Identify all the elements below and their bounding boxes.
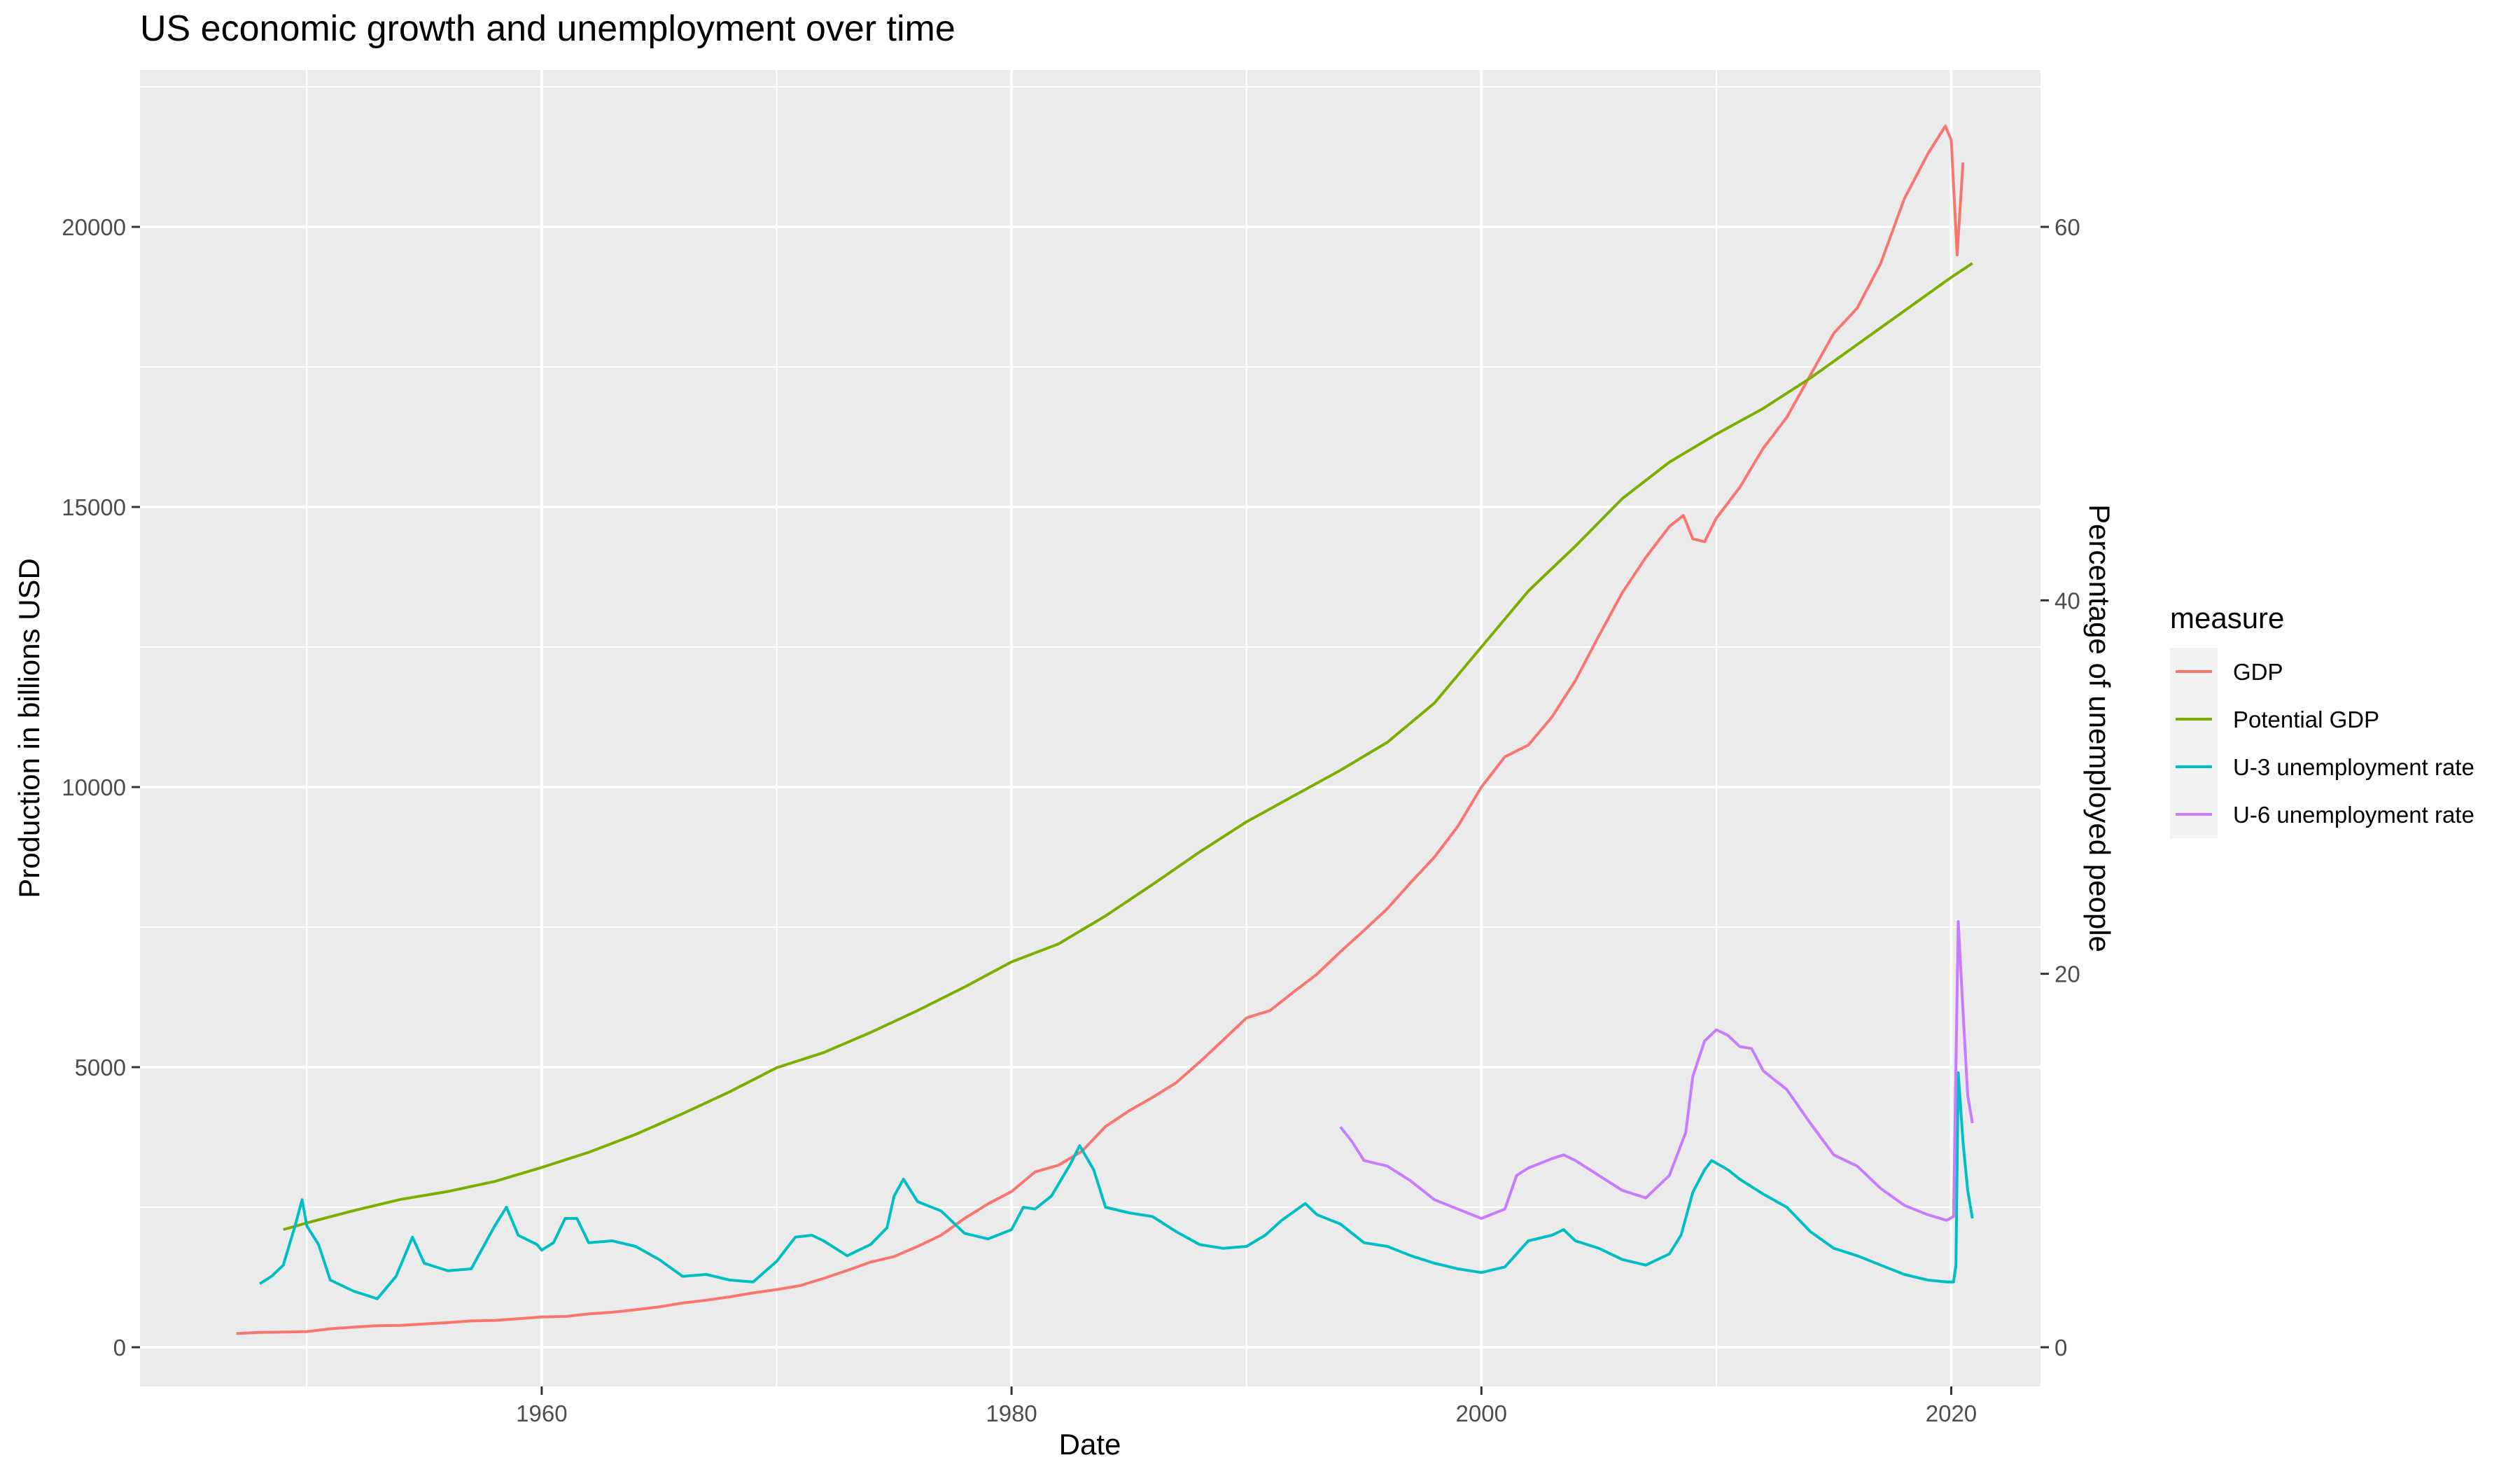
y2-tick-label: 20 [2054, 961, 2080, 987]
legend-label-u-6-unemployment-rate: U-6 unemployment rate [2233, 802, 2474, 828]
y2-axis-title: Percentage of unemployed people [2083, 504, 2116, 952]
legend-title: measure [2170, 602, 2284, 634]
legend: measure GDP Potential GDP U-3 unemployment… [2170, 602, 2474, 838]
y-axis-left: 0 5000 10000 15000 20000 [62, 214, 140, 1361]
y-tick-label: 15000 [62, 494, 126, 520]
chart-title: US economic growth and unemployment over… [140, 8, 955, 49]
y-tick-label: 0 [113, 1335, 126, 1361]
y-tick-label: 10000 [62, 774, 126, 800]
legend-label-potential-gdp: Potential GDP [2233, 707, 2379, 732]
series-layer [236, 125, 1974, 1335]
y2-tick-label: 0 [2054, 1335, 2067, 1361]
x-tick-label: 1980 [986, 1400, 1037, 1426]
y-axis-right: 0 20 40 60 [2040, 214, 2080, 1361]
series-line-potential-gdp [283, 262, 1973, 1231]
y-tick-label: 20000 [62, 214, 126, 240]
legend-items: GDP Potential GDP U-3 unemployment rate U-6… [2170, 648, 2474, 838]
y-axis-title: Production in billions USD [13, 558, 46, 898]
series-line-gdp [236, 125, 1965, 1335]
x-axis: 1960 1980 2000 2020 [516, 1386, 1977, 1426]
x-axis-title: Date [1059, 1428, 1121, 1461]
y2-tick-label: 60 [2054, 214, 2080, 240]
x-tick-label: 1960 [516, 1400, 567, 1426]
series-line-u-6-unemployment-rate [1339, 920, 1974, 1222]
legend-label-gdp: GDP [2233, 659, 2283, 685]
x-tick-label: 2020 [1926, 1400, 1977, 1426]
series-line-u-3-unemployment-rate [259, 1071, 1974, 1300]
y-tick-label: 5000 [75, 1055, 126, 1080]
x-tick-label: 2000 [1456, 1400, 1507, 1426]
y2-tick-label: 40 [2054, 587, 2080, 613]
legend-label-u-3-unemployment-rate: U-3 unemployment rate [2233, 754, 2474, 780]
grid-minor [140, 70, 2040, 1386]
